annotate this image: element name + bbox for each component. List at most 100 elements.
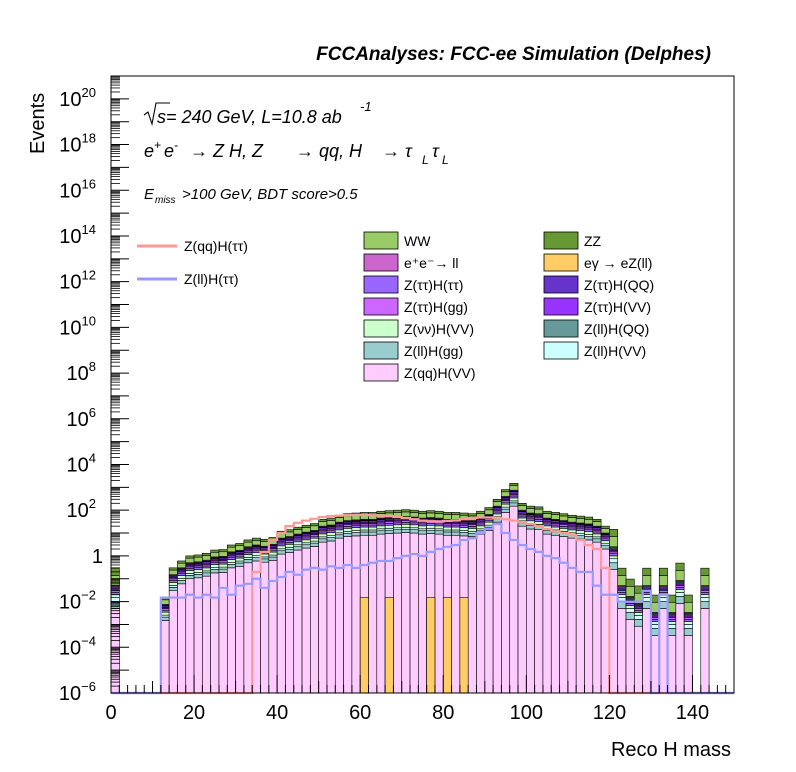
stack-bar (226, 544, 236, 548)
stack-bar (442, 531, 452, 536)
y-tick-label: 10−6 (59, 679, 96, 705)
stack-bar (658, 575, 668, 586)
stack-bar (418, 510, 427, 514)
stack-bar (559, 528, 569, 532)
stack-bar (326, 517, 336, 521)
stack-bar (476, 533, 486, 694)
cut-e: E (144, 186, 155, 203)
stack-bar (683, 594, 693, 603)
stack-bar (600, 525, 610, 529)
stack-bar (634, 609, 643, 613)
stack-bar (559, 515, 569, 521)
stack-bar (492, 518, 502, 523)
stack-bar (509, 485, 519, 491)
x-axis-ticks: 0 20 40 60 80 100 120 140 (105, 675, 735, 724)
stack-bar (260, 539, 270, 542)
stack-bar (459, 532, 469, 537)
stack-bar (584, 516, 594, 520)
stack-bar (675, 587, 685, 590)
chart-title: FCCAnalyses: FCC-ee Simulation (Delphes) (316, 44, 711, 65)
stack-bar (642, 608, 652, 694)
process-sub2: L (442, 153, 449, 167)
stack-bar (310, 542, 319, 547)
legend-label: ZZ (584, 233, 602, 249)
stack-bar (168, 587, 178, 591)
stack-bar (501, 489, 511, 493)
stack-bar (293, 549, 303, 694)
y-tick-label: 1014 (59, 222, 96, 248)
stack-bar (509, 497, 519, 502)
process-annotation: e + e - → Z H, Z → qq, H → τ L τ L (144, 138, 449, 167)
stack-bar (517, 517, 527, 522)
stack-bar (276, 545, 286, 550)
stack-bar (634, 612, 643, 616)
x-tick-label: 0 (105, 702, 116, 724)
stack-bar (550, 512, 560, 515)
legend-signal-label: Z(ll)H(ττ) (184, 271, 239, 287)
stack-bar (318, 533, 328, 538)
stack-bar (642, 567, 652, 576)
stack-bar (625, 603, 635, 606)
stack-bar (177, 575, 187, 579)
stack-bar (243, 554, 253, 558)
stack-bar (409, 529, 419, 534)
stack-bar (584, 539, 594, 694)
stack-bar (401, 509, 411, 513)
stack-bar (318, 521, 328, 527)
stack-bar (235, 562, 245, 567)
stack-bar (584, 531, 594, 535)
stack-bar (584, 536, 594, 541)
stack-bar (550, 514, 560, 520)
stack-bar (625, 608, 635, 613)
stack-bar (177, 580, 187, 585)
stack-bar (376, 530, 386, 535)
stack-bar (584, 518, 594, 525)
stack-bar (609, 529, 619, 537)
stack-bar (243, 541, 253, 548)
legend-swatch (363, 341, 399, 360)
stack-bar (567, 537, 577, 694)
stack-bar (609, 553, 619, 557)
stack-bar (484, 521, 494, 526)
stack-bar (592, 533, 602, 538)
legend-swatch (363, 297, 399, 316)
stack-bar (426, 510, 436, 514)
stack-bar (526, 528, 535, 694)
stack-bar (193, 554, 203, 558)
stack-bar (243, 562, 253, 694)
stack-bar (243, 539, 253, 543)
stack-bar (675, 562, 685, 571)
stack-bar (492, 501, 502, 507)
stack-bar (202, 555, 211, 561)
signal-ll-tautau-line (111, 522, 734, 695)
stack-bar (293, 541, 303, 546)
legend-label: e⁺e⁻→ ll (404, 255, 458, 271)
stack-bar (418, 513, 427, 519)
stack-bar (434, 513, 444, 519)
stack-bar (600, 548, 610, 694)
stack-bar (326, 532, 336, 536)
x-tick-label: 140 (676, 702, 709, 724)
stack-bar (667, 619, 677, 622)
stack-bar (293, 546, 303, 551)
x-tick-label: 120 (593, 702, 626, 724)
stack-bar (675, 603, 685, 694)
legend-swatch (543, 297, 579, 316)
stack-bar (384, 510, 394, 514)
stack-bar (202, 552, 211, 556)
stack-bar (642, 597, 652, 602)
stack-bar (683, 635, 693, 694)
stack-bar (318, 541, 328, 694)
legend-label: Z(qq)H(VV) (404, 365, 476, 381)
stack-bar (409, 509, 419, 513)
stack-bar (534, 508, 544, 515)
stack-bar (667, 601, 677, 613)
stack-bar (351, 532, 361, 537)
legend-label: Z(ττ)H(QQ) (584, 277, 654, 293)
process-qqh: → qq, H (296, 141, 363, 161)
legend-swatch (543, 275, 579, 294)
stack-bar (110, 594, 120, 598)
plot-frame (110, 75, 735, 694)
stack-bar (376, 533, 386, 694)
stack-bar (210, 569, 220, 574)
